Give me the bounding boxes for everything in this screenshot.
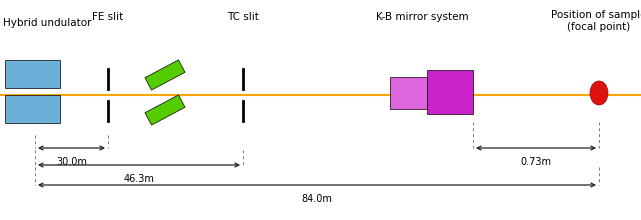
Polygon shape [145,60,185,90]
Text: 84.0m: 84.0m [301,194,333,204]
Text: 30.0m: 30.0m [56,157,87,167]
Text: FE slit: FE slit [92,12,124,22]
Text: (focal point): (focal point) [567,22,631,32]
Bar [5,95,60,123]
Polygon shape [145,95,185,125]
Bar [5,60,60,88]
Text: TC slit: TC slit [227,12,259,22]
Text: 46.3m: 46.3m [124,174,154,184]
Ellipse shape [590,81,608,105]
Text: K-B mirror system: K-B mirror system [376,12,469,22]
Text: Position of sample: Position of sample [551,10,641,20]
Text: Hybrid undulator: Hybrid undulator [3,18,92,28]
Bar [427,70,473,114]
Text: 0.73m: 0.73m [520,157,551,167]
Bar [390,77,427,109]
